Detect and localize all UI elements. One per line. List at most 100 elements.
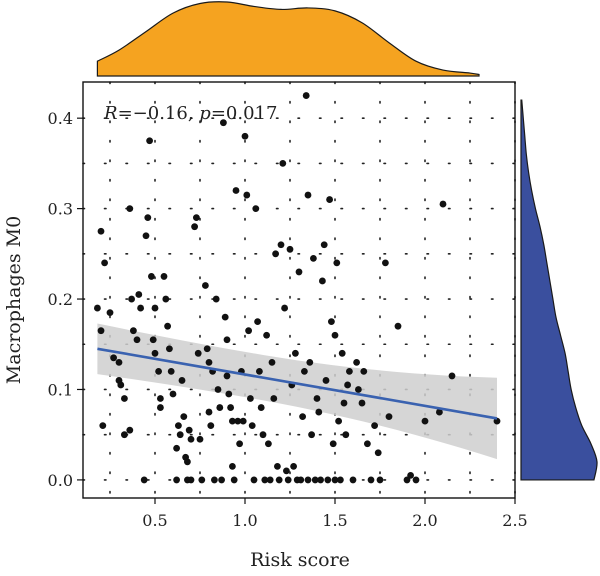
x-tick-label-2: 1.5 [322,511,347,530]
data-point-5 [106,309,114,317]
data-point-98 [277,241,285,249]
data-point-158 [448,372,456,380]
data-point-45 [185,426,193,434]
data-point-133 [337,476,344,484]
data-point-25 [151,349,159,357]
data-point-9 [115,358,123,366]
data-point-103 [286,245,294,253]
data-point-146 [371,422,378,430]
right-density-curve [520,99,598,481]
data-point-148 [376,476,384,484]
data-point-100 [281,304,288,312]
data-point-145 [367,476,375,484]
data-point-49 [193,214,200,222]
data-point-109 [297,476,305,484]
data-point-53 [202,282,209,289]
data-point-21 [144,214,152,222]
data-point-93 [268,358,276,366]
data-point-30 [160,273,168,280]
data-point-129 [331,476,339,484]
x-axis: 0.5 1.0 1.5 2.0 2.5 [142,498,528,530]
data-point-29 [157,404,164,411]
data-point-147 [374,449,382,457]
data-point-75 [236,440,244,448]
x-axis-title: Risk score [250,549,350,571]
data-point-116 [308,431,315,439]
data-point-36 [173,476,181,484]
data-point-68 [225,390,233,398]
data-point-14 [128,295,136,303]
data-point-63 [218,476,226,484]
data-point-24 [149,336,157,344]
data-point-112 [302,92,310,99]
correlation-annotation: R=−0.16, p=0.017 [103,103,277,124]
data-point-156 [436,408,443,416]
data-point-92 [266,476,274,484]
data-point-40 [178,377,186,384]
data-point-121 [317,476,324,484]
data-point-123 [320,241,328,249]
top-density-curve [96,1,480,77]
data-point-155 [421,417,429,425]
data-point-99 [279,159,287,167]
data-point-132 [335,417,342,425]
data-point-130 [331,331,339,339]
data-point-71 [229,462,236,470]
data-point-54 [203,345,211,353]
data-point-73 [232,187,240,194]
p-value: 0.017 [226,103,278,124]
data-point-55 [205,358,213,366]
data-point-110 [299,413,306,421]
data-point-127 [328,318,335,326]
data-point-101 [283,467,290,475]
data-point-2 [94,304,101,312]
data-point-66 [223,336,231,344]
data-point-125 [324,476,332,484]
data-point-15 [130,327,137,335]
y-tick-label-0: 0.0 [48,471,73,490]
data-point-4 [99,422,107,430]
data-point-8 [117,381,125,389]
data-point-90 [263,331,270,339]
data-point-35 [169,390,177,398]
data-point-39 [176,431,184,439]
data-point-72 [230,476,238,484]
data-point-138 [346,367,353,375]
data-point-153 [407,471,414,479]
data-point-37 [173,444,181,452]
data-point-23 [148,273,155,280]
data-point-151 [394,322,402,330]
data-point-74 [234,417,242,425]
data-point-33 [166,345,173,353]
data-point-124 [322,377,330,384]
y-tick-label-1: 0.1 [48,380,73,399]
data-point-11 [126,426,134,434]
data-point-19 [140,476,148,484]
r-equals: = [118,103,133,124]
data-point-122 [319,277,326,285]
data-point-88 [259,431,267,439]
data-point-105 [290,462,297,470]
p-label: p [199,103,211,124]
data-point-13 [126,205,134,213]
data-point-142 [358,399,366,407]
confidence-band [97,323,498,460]
data-point-16 [133,336,141,344]
data-point-44 [184,458,191,466]
data-point-3 [97,327,105,335]
data-point-65 [221,313,229,321]
data-point-131 [333,259,341,267]
data-point-77 [239,417,247,425]
data-point-154 [412,476,420,484]
y-tick-label-2: 0.2 [48,290,73,309]
data-point-69 [227,404,235,411]
data-point-81 [247,395,254,402]
data-point-95 [272,250,279,258]
separator: , [188,103,199,124]
data-point-34 [167,367,175,375]
data-point-113 [304,191,312,199]
data-point-56 [205,408,213,416]
data-point-48 [191,223,199,231]
data-point-67 [223,372,231,380]
